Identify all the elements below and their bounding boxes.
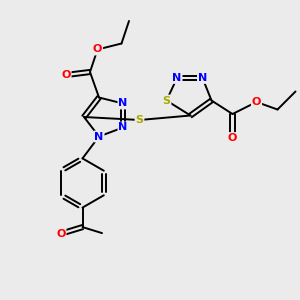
Text: N: N [118,98,127,109]
Text: N: N [94,131,103,142]
Text: N: N [118,122,127,133]
Text: O: O [228,133,237,143]
Text: O: O [56,229,66,239]
Text: N: N [172,73,182,83]
Text: O: O [252,97,261,107]
Text: S: S [136,115,143,125]
Text: O: O [93,44,102,55]
Text: N: N [198,73,207,83]
Text: O: O [61,70,71,80]
Text: S: S [163,95,170,106]
